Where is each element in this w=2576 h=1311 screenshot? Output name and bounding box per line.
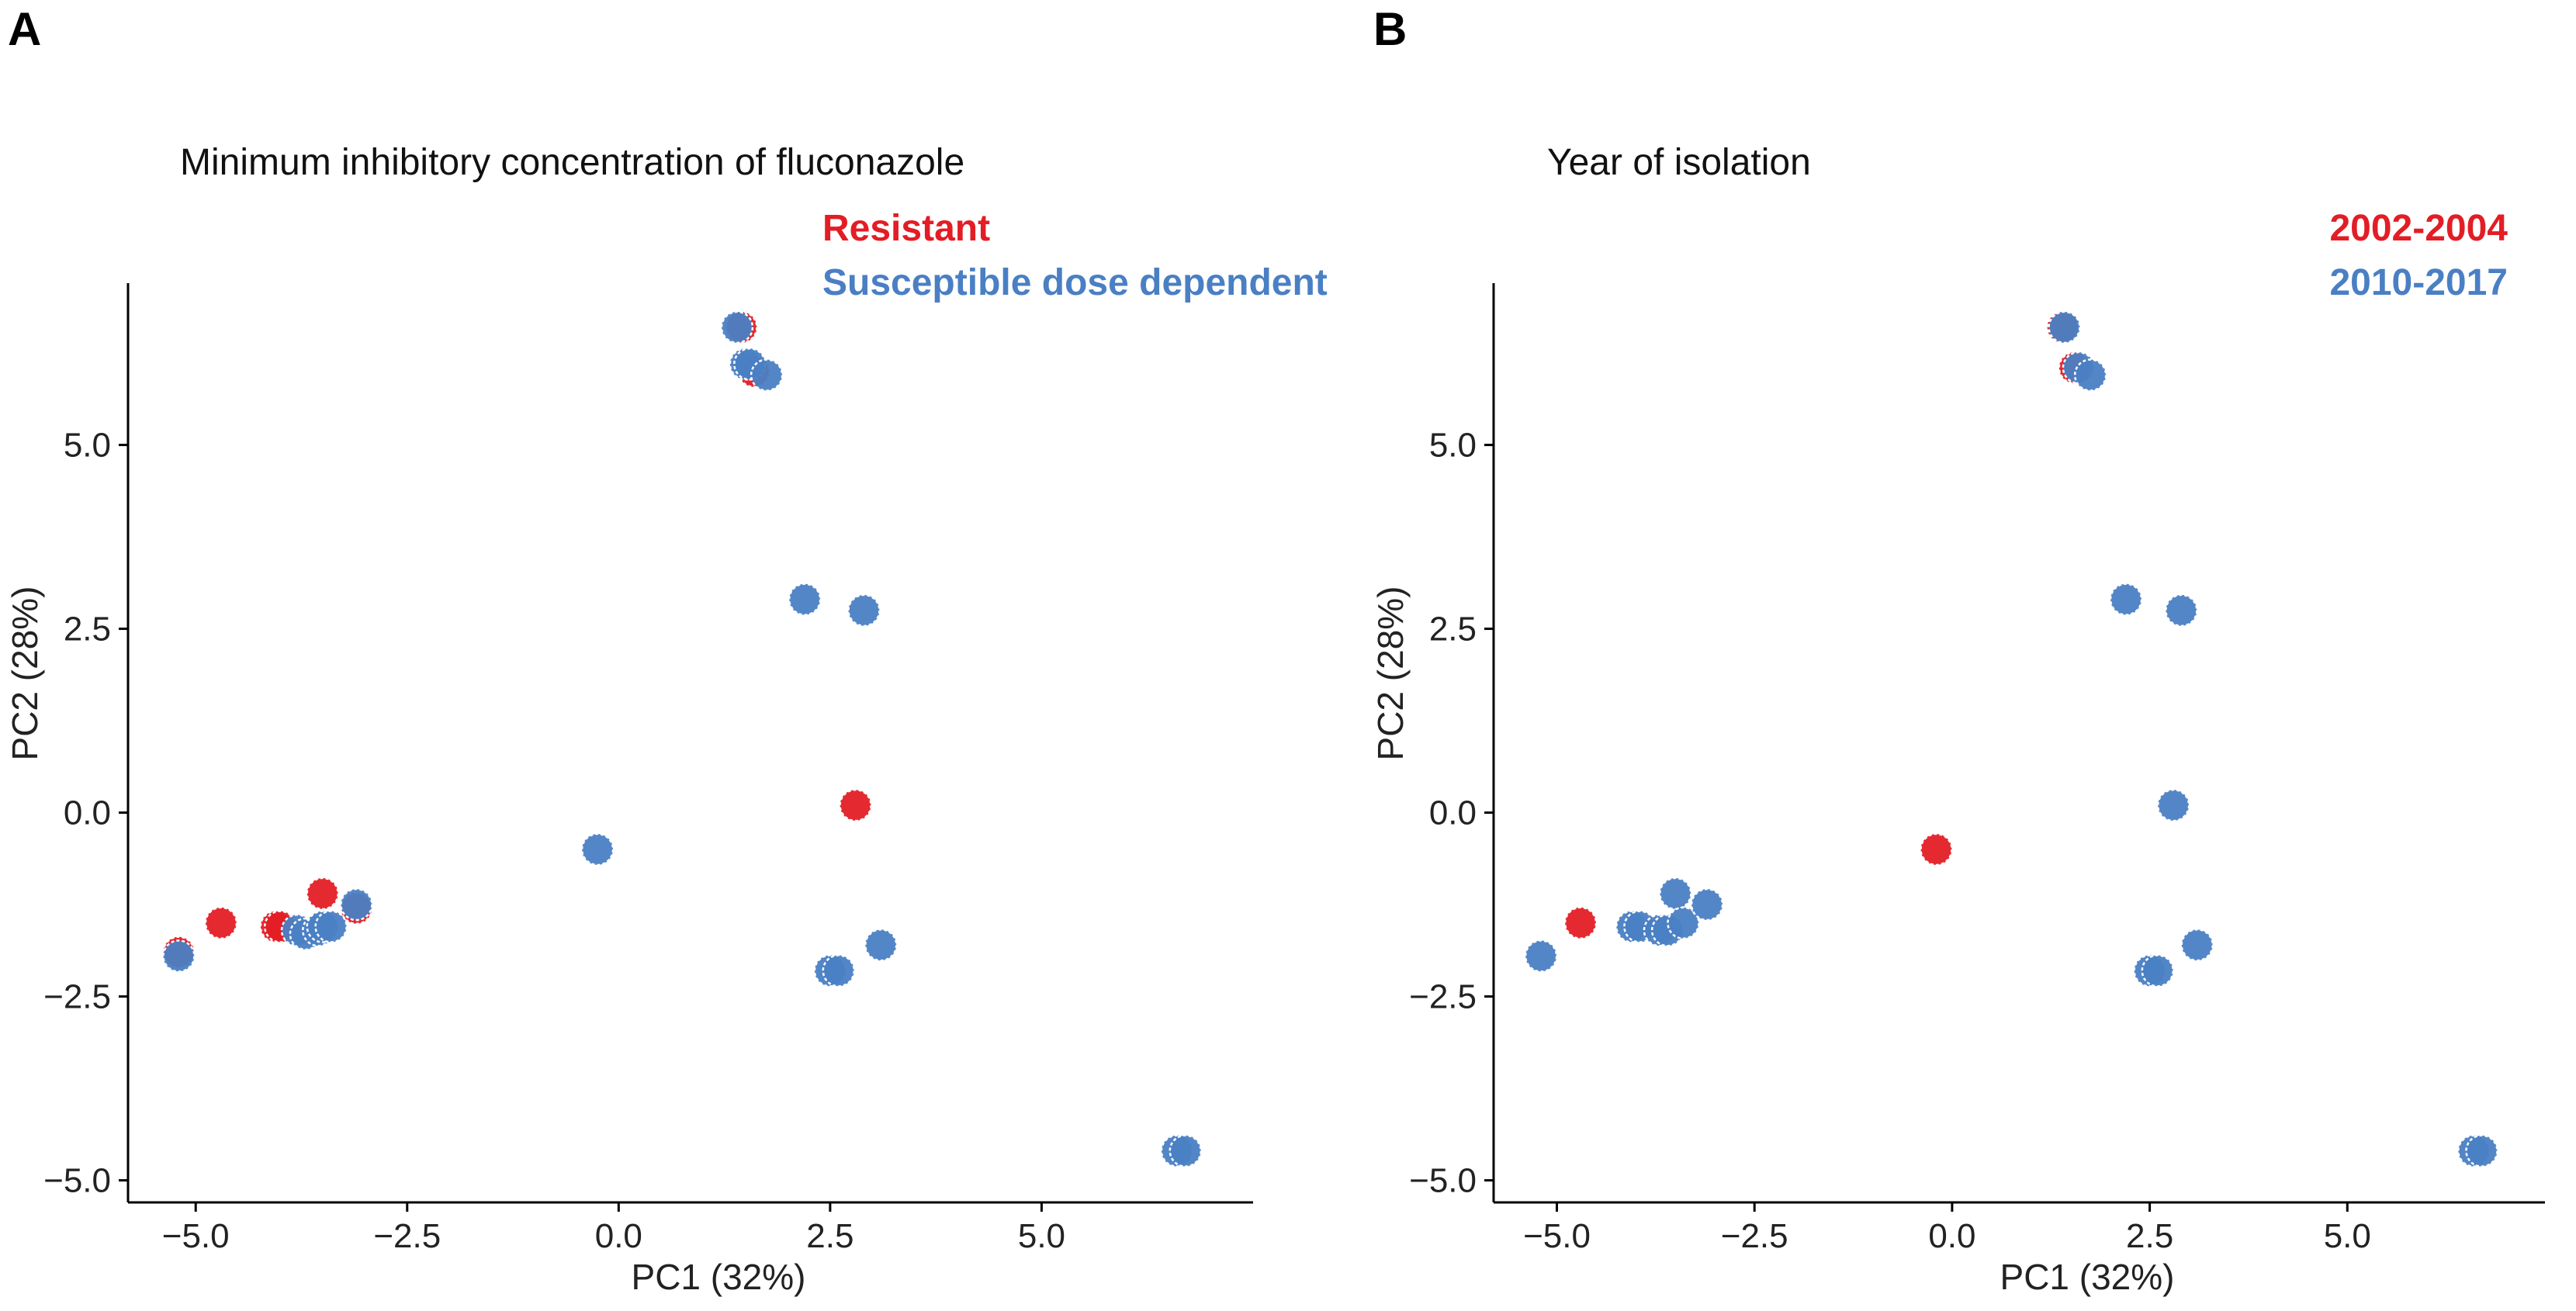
panel-b-xlabel: PC1 (32%) [2000,1257,2175,1297]
y-tick-label: −5.0 [1409,1162,1477,1200]
legend-entry-resistant: Resistant [822,208,990,249]
data-point-2010-2017 [2465,1134,2498,1167]
x-tick-label: −5.0 [1523,1217,1591,1255]
x-tick-label: 0.0 [1928,1217,1975,1255]
x-tick-label: 5.0 [1018,1217,1065,1255]
y-tick-label: −2.5 [1409,978,1477,1016]
data-point-susceptible-dose-dependent [162,939,196,973]
y-tick-label: 5.0 [64,427,111,465]
y-tick-label: 5.0 [1429,427,1477,465]
data-point-susceptible-dose-dependent [788,583,822,616]
x-tick-label: 2.5 [806,1217,853,1255]
legend-entry-susceptible-dose-dependent: Susceptible dose dependent [822,262,1328,303]
panel-a-xlabel: PC1 (32%) [632,1257,806,1297]
y-tick-label: −2.5 [43,978,111,1016]
data-point-2010-2017 [1524,939,1558,973]
data-point-2010-2017 [1659,877,1692,911]
y-tick-label: 0.0 [1429,794,1477,832]
legend-entry-2002-2004: 2002-2004 [2329,208,2508,249]
y-tick-label: 2.5 [64,611,111,649]
panel-a-title: Minimum inhibitory concentration of fluc… [180,142,964,183]
data-point-2010-2017 [2048,310,2081,344]
panel-b: B Year of isolation PC1 (32%) PC2 (28%) … [1370,3,2545,1297]
data-point-susceptible-dose-dependent [750,358,784,392]
x-tick-label: −2.5 [1721,1217,1788,1255]
data-point-susceptible-dose-dependent [864,928,898,962]
panel-b-title: Year of isolation [1547,142,1811,183]
data-point-2010-2017 [1690,887,1724,922]
panel-b-label: B [1373,3,1407,55]
panel-a-legend: Resistant Susceptible dose dependent [822,208,1328,303]
data-point-susceptible-dose-dependent [847,593,881,628]
panel-a: A Minimum inhibitory concentration of fl… [5,3,1328,1297]
y-tick-label: 0.0 [64,794,111,832]
data-point-2002-2004 [1920,832,1953,867]
panel-b-legend: 2002-2004 2010-2017 [2329,208,2508,303]
data-point-susceptible-dose-dependent [720,310,754,344]
data-point-2010-2017 [2073,358,2107,392]
data-point-2010-2017 [2180,928,2214,962]
panel-b-axes: −5.0 −2.5 0.0 2.5 5.0 −5.0 −2.5 0.0 2.5 5.0 [1409,283,2545,1255]
data-point-2010-2017 [2109,583,2143,616]
data-point-susceptible-dose-dependent [822,954,856,988]
data-point-2010-2017 [2156,788,2190,822]
data-point-susceptible-dose-dependent [580,832,615,867]
data-point-resistant [204,906,238,940]
panel-b-ylabel: PC2 (28%) [1370,586,1411,761]
y-tick-label: −5.0 [43,1162,111,1200]
panel-a-points [162,310,1203,1167]
data-point-2010-2017 [1667,906,1700,940]
x-tick-label: −5.0 [162,1217,230,1255]
legend-entry-2010-2017: 2010-2017 [2329,262,2508,303]
data-point-resistant [306,877,340,911]
data-point-resistant [839,788,872,822]
x-tick-label: 0.0 [595,1217,642,1255]
panel-a-ylabel: PC2 (28%) [5,586,45,761]
panel-a-label: A [8,3,41,55]
y-tick-label: 2.5 [1429,611,1477,649]
x-tick-label: 5.0 [2324,1217,2371,1255]
data-point-susceptible-dose-dependent [340,887,373,922]
data-point-2002-2004 [1563,906,1598,940]
x-tick-label: 2.5 [2126,1217,2173,1255]
panel-b-points [1524,310,2498,1167]
panel-a-axes: −5.0 −2.5 0.0 2.5 5.0 −5.0 −2.5 0.0 2.5 5.0 [43,283,1253,1255]
data-point-2010-2017 [2141,954,2175,988]
data-point-susceptible-dose-dependent [314,910,348,943]
data-point-2010-2017 [2165,593,2198,628]
data-point-susceptible-dose-dependent [1169,1134,1203,1167]
x-tick-label: −2.5 [373,1217,441,1255]
